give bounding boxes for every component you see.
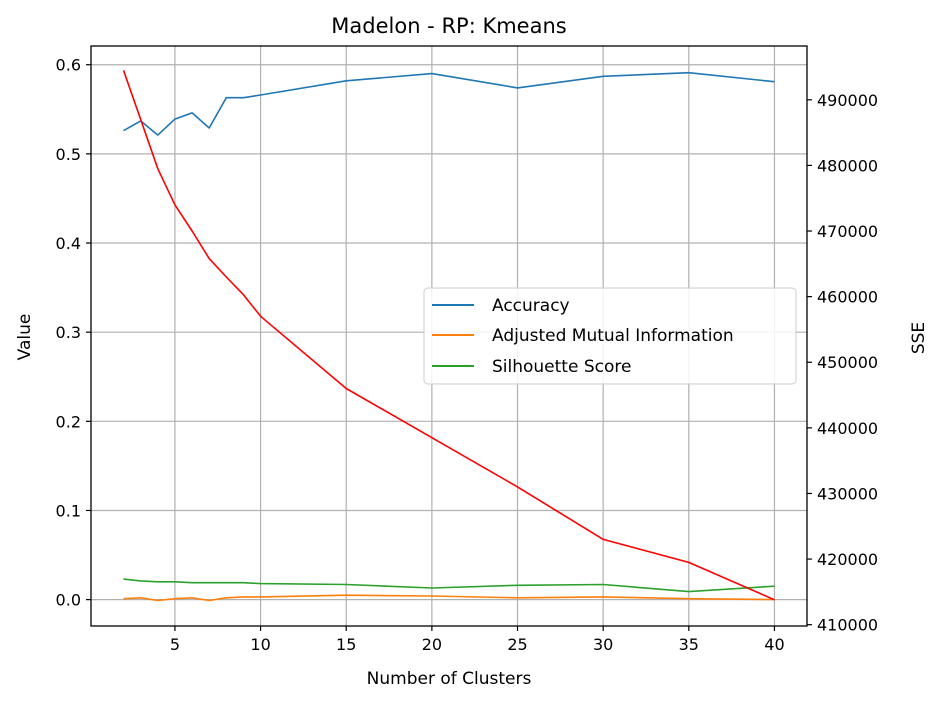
accuracy-line [123,71,775,136]
y2-tick-label: 440000 [817,419,878,438]
y2-tick-label: 430000 [817,484,878,503]
y2-tick-label: 460000 [817,288,878,307]
y2-tick-label: 420000 [817,550,878,569]
legend: Accuracy Adjusted Mutual Information Sil… [423,287,797,385]
y-axis-label: Value [15,314,35,361]
x-tick-label: 35 [679,635,699,654]
ami-line [123,594,775,602]
y-tick-label: 0.1 [56,501,81,520]
legend-label-ami: Adjusted Mutual Information [492,326,734,346]
plot-frame [90,45,808,627]
legend-box [423,287,797,385]
y2-tick-label: 410000 [817,616,878,635]
y2-tick-label: 480000 [817,156,878,175]
silhouette-line [123,578,775,593]
chart-title: Madelon - RP: Kmeans [331,14,566,38]
y-tick-label: 0.5 [56,145,81,164]
series-lines [122,70,775,602]
x-tick-label: 40 [764,635,784,654]
x-tick-label: 20 [422,635,442,654]
y-axis-left: 0.0 0.1 0.2 0.3 0.4 0.5 0.6 [56,56,91,610]
y-tick-label: 0.4 [56,234,81,253]
x-tick-label: 30 [593,635,613,654]
y2-tick-label: 470000 [817,222,878,241]
y2-tick-label: 490000 [817,91,878,110]
x-axis: 5 10 15 20 25 30 35 40 [170,626,785,654]
y-axis-right: 410000 420000 430000 440000 450000 460000 4700… [807,91,878,635]
legend-label-accuracy: Accuracy [492,296,570,316]
y-tick-label: 0.2 [56,412,81,431]
x-tick-label: 15 [336,635,356,654]
sse-line [122,70,775,601]
x-axis-label: Number of Clusters [367,669,532,689]
x-tick-label: 25 [507,635,527,654]
y2-axis-label: SSE [909,322,929,354]
legend-label-silhouette: Silhouette Score [492,357,631,377]
y-tick-label: 0.3 [56,323,81,342]
x-tick-label: 5 [170,635,180,654]
y-tick-label: 0.6 [56,56,81,75]
y-tick-label: 0.0 [56,591,81,610]
y2-tick-label: 450000 [817,353,878,372]
x-tick-label: 10 [250,635,270,654]
